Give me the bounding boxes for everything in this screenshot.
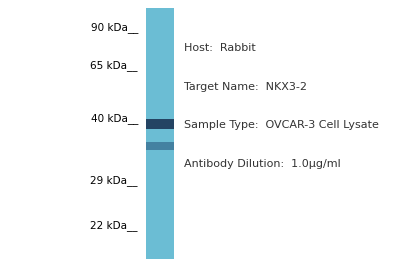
Text: Target Name:  NKX3-2: Target Name: NKX3-2	[184, 82, 307, 92]
Bar	[146, 8, 174, 259]
Text: Sample Type:  OVCAR-3 Cell Lysate: Sample Type: OVCAR-3 Cell Lysate	[184, 120, 379, 131]
Text: 65 kDa__: 65 kDa__	[90, 60, 138, 71]
Text: 29 kDa__: 29 kDa__	[90, 175, 138, 186]
Text: 22 kDa__: 22 kDa__	[90, 220, 138, 231]
Bar	[146, 119, 174, 129]
Text: Host:  Rabbit: Host: Rabbit	[184, 43, 256, 53]
Bar	[146, 142, 174, 150]
Text: Antibody Dilution:  1.0µg/ml: Antibody Dilution: 1.0µg/ml	[184, 159, 341, 169]
Text: 40 kDa__: 40 kDa__	[91, 113, 138, 124]
Text: 90 kDa__: 90 kDa__	[91, 23, 138, 33]
